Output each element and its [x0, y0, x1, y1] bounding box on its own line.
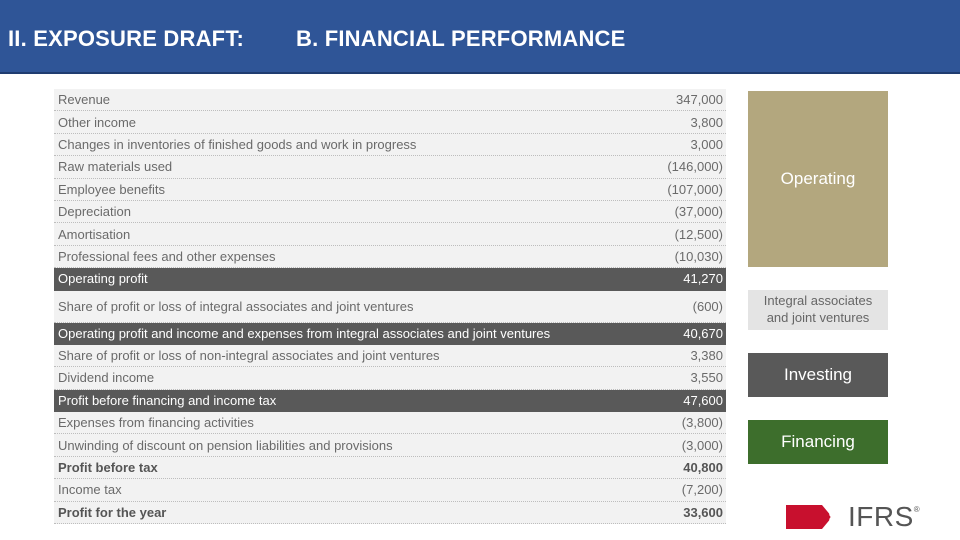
table-row: Expenses from financing activities (3,80… — [54, 412, 726, 435]
row-value: (7,200) — [681, 482, 723, 498]
table-row: Changes in inventories of finished goods… — [54, 134, 726, 157]
category-investing: Investing — [748, 353, 888, 397]
table-row: Professional fees and other expenses (10… — [54, 246, 726, 269]
ifrs-logo: IFRS ® — [786, 501, 920, 533]
row-value: 3,800 — [690, 114, 723, 130]
total-row: Profit for the year 33,600 — [54, 502, 726, 525]
row-label: Professional fees and other expenses — [58, 248, 276, 264]
row-label: Profit for the year — [58, 504, 167, 520]
row-value: (3,000) — [681, 437, 723, 453]
table-row: Share of profit or loss of non-integral … — [54, 345, 726, 368]
row-label: Share of profit or loss of integral asso… — [58, 298, 414, 314]
slide-header: II. EXPOSURE DRAFT: B. FINANCIAL PERFORM… — [0, 0, 960, 74]
row-value: (3,800) — [681, 415, 723, 431]
row-label: Share of profit or loss of non-integral … — [58, 348, 440, 364]
row-value: (10,030) — [674, 248, 723, 264]
row-label: Dividend income — [58, 370, 155, 386]
row-label: Operating profit — [58, 271, 148, 287]
row-value: 33,600 — [683, 504, 723, 520]
row-label: Profit before financing and income tax — [58, 392, 277, 408]
table-row: Other income 3,800 — [54, 111, 726, 134]
row-value: (146,000) — [667, 159, 723, 175]
row-value: 347,000 — [676, 92, 723, 108]
table-row: Income tax (7,200) — [54, 479, 726, 502]
subtotal-row: Operating profit and income and expenses… — [54, 322, 726, 345]
row-label: Expenses from financing activities — [58, 415, 254, 431]
table-row: Revenue 347,000 — [54, 89, 726, 112]
logo-text: IFRS — [848, 501, 914, 532]
row-label: Income tax — [58, 482, 122, 498]
registered-mark: ® — [913, 505, 920, 514]
row-value: 40,670 — [683, 325, 723, 341]
row-value: 41,270 — [683, 271, 723, 287]
row-value: 3,380 — [690, 348, 723, 364]
table-row: Depreciation (37,000) — [54, 201, 726, 224]
row-value: 3,000 — [690, 136, 723, 152]
row-value: 47,600 — [683, 392, 723, 408]
table-row: Share of profit or loss of integral asso… — [54, 291, 726, 323]
row-label: Amortisation — [58, 226, 131, 242]
category-financing: Financing — [748, 420, 888, 464]
subtotal-row: Operating profit 41,270 — [54, 268, 726, 291]
table-row: Unwinding of discount on pension liabili… — [54, 434, 726, 457]
table-row: Amortisation (12,500) — [54, 223, 726, 246]
subsection-title: B. FINANCIAL PERFORMANCE — [296, 26, 626, 51]
row-label: Profit before tax — [58, 460, 158, 476]
row-label: Changes in inventories of finished goods… — [58, 136, 417, 152]
table-row: Raw materials used (146,000) — [54, 156, 726, 179]
row-value: (37,000) — [674, 204, 723, 220]
subtotal-row: Profit before financing and income tax 4… — [54, 389, 726, 413]
row-value: (600) — [692, 298, 723, 314]
row-label: Raw materials used — [58, 159, 173, 175]
row-value: 40,800 — [683, 460, 723, 476]
row-label: Revenue — [58, 92, 111, 108]
logo-arrow-mark — [786, 505, 832, 529]
row-value: 3,550 — [690, 370, 723, 386]
category-operating: Operating — [748, 91, 888, 267]
row-value: (12,500) — [674, 226, 723, 242]
row-label: Operating profit and income and expenses… — [58, 325, 551, 341]
income-statement-table: Revenue 347,000 Other income 3,800 Chang… — [54, 89, 726, 525]
section-title: II. EXPOSURE DRAFT: — [8, 26, 245, 51]
row-label: Employee benefits — [58, 181, 165, 197]
category-integral-associates: Integral associates and joint ventures — [748, 290, 888, 330]
row-label: Depreciation — [58, 204, 131, 220]
table-row: Employee benefits (107,000) — [54, 179, 726, 201]
total-row: Profit before tax 40,800 — [54, 457, 726, 480]
row-label: Other income — [58, 114, 137, 130]
logo-emblem-icon — [829, 510, 843, 524]
row-value: (107,000) — [667, 181, 723, 197]
table-row: Dividend income 3,550 — [54, 367, 726, 390]
row-label: Unwinding of discount on pension liabili… — [58, 437, 393, 453]
